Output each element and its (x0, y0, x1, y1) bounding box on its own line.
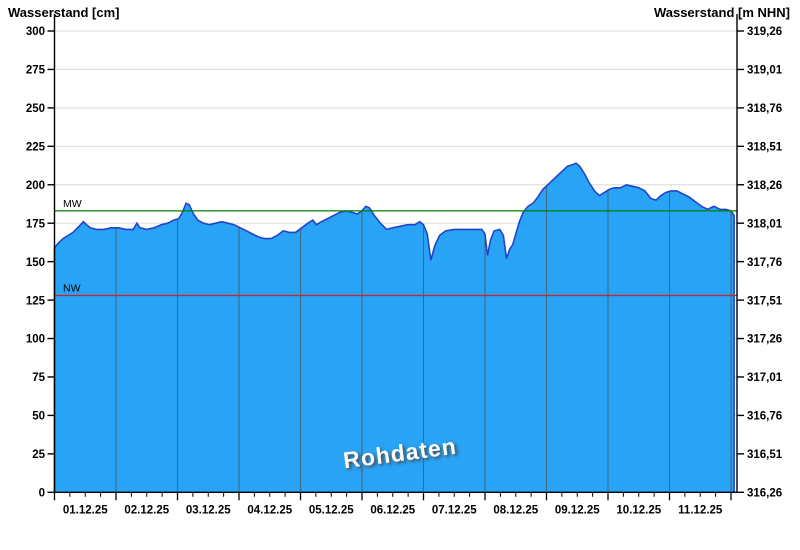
y-right-tick-label: 317,76 (747, 257, 782, 269)
y-right-tick-label: 317,01 (747, 372, 783, 384)
y-right-tick-label: 316,76 (747, 411, 782, 423)
y-left-tick-label: 125 (26, 295, 46, 307)
right-axis-title: Wasserstand [m NHN] (653, 5, 790, 20)
left-axis-title: Wasserstand [cm] (8, 5, 120, 20)
y-right-tick-label: 317,51 (747, 295, 783, 307)
x-tick-label: 02.12.25 (124, 504, 169, 516)
x-tick-label: 04.12.25 (247, 504, 292, 516)
x-tick-label: 07.12.25 (432, 504, 477, 516)
y-left-tick-label: 150 (26, 257, 45, 269)
y-right-tick-label: 319,01 (747, 65, 783, 77)
y-left-tick-label: 75 (32, 372, 45, 384)
y-left-tick-label: 175 (26, 218, 46, 230)
x-tick-label: 05.12.25 (309, 504, 354, 516)
y-right-tick-label: 318,51 (747, 142, 783, 154)
x-tick-label: 06.12.25 (370, 504, 415, 516)
x-tick-label: 09.12.25 (555, 504, 600, 516)
y-left-tick-label: 200 (26, 180, 45, 192)
y-right-tick-label: 318,76 (747, 103, 782, 115)
y-left-tick-label: 25 (32, 449, 45, 461)
y-right-tick-label: 316,51 (747, 449, 783, 461)
y-right-tick-label: 318,26 (747, 180, 782, 192)
area-series (54, 163, 735, 493)
y-right-tick-label: 318,01 (747, 218, 783, 230)
mw-label: MW (63, 198, 82, 210)
y-left-tick-label: 0 (39, 488, 45, 500)
y-left-tick-label: 250 (26, 103, 45, 115)
y-left-tick-label: 275 (26, 65, 46, 77)
nw-label: NW (63, 282, 81, 294)
x-tick-label: 11.12.25 (678, 504, 723, 516)
y-left-tick-label: 225 (26, 142, 46, 154)
y-right-tick-label: 319,26 (747, 26, 782, 38)
y-left-tick-label: 100 (26, 334, 45, 346)
x-tick-label: 03.12.25 (186, 504, 231, 516)
x-tick-label: 08.12.25 (493, 504, 538, 516)
x-tick-label: 01.12.25 (63, 504, 108, 516)
x-tick-label: 10.12.25 (616, 504, 661, 516)
y-right-tick-label: 317,26 (747, 334, 782, 346)
series-outline (53, 162, 735, 493)
y-left-tick-label: 50 (32, 411, 45, 423)
y-right-tick-label: 316,26 (747, 488, 782, 500)
y-left-tick-label: 300 (26, 26, 45, 38)
